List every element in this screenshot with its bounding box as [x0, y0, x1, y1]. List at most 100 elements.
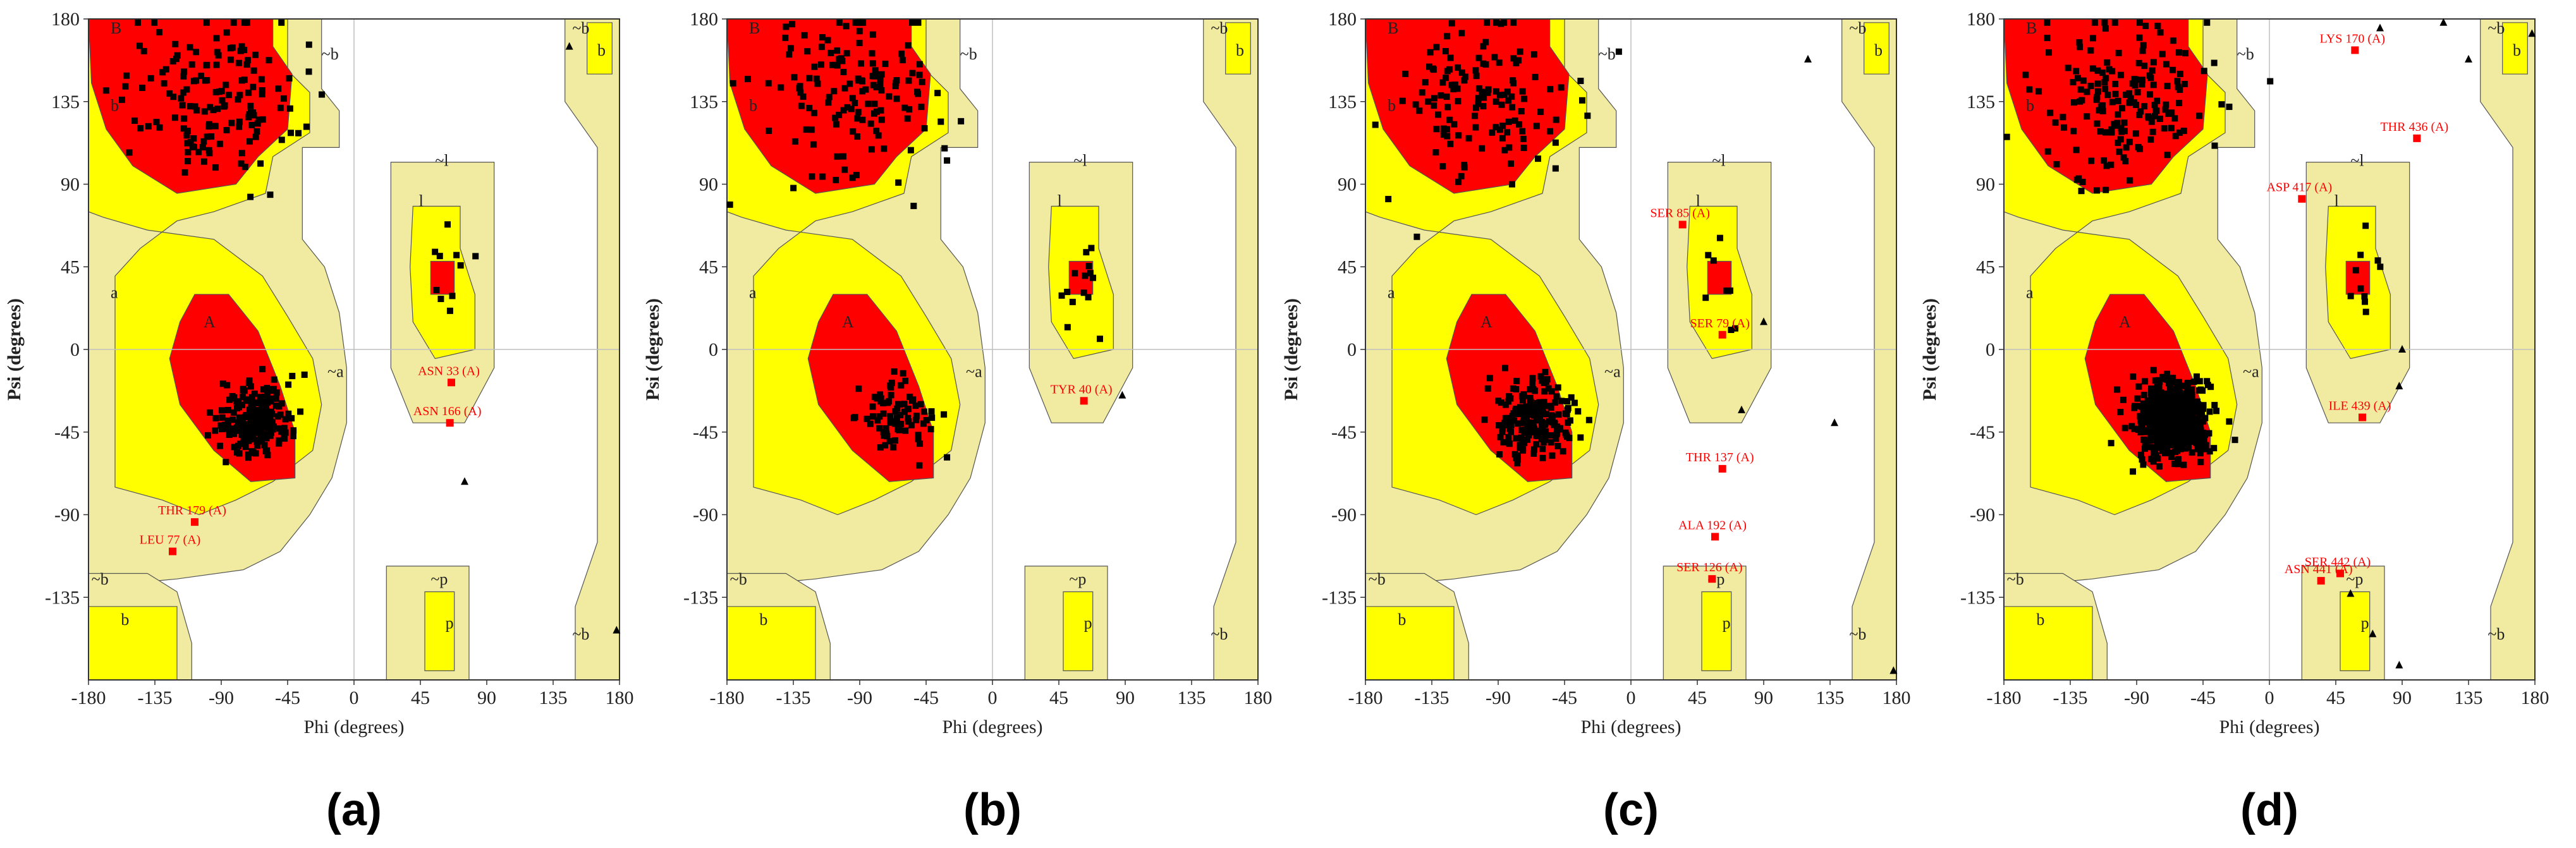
residue-point — [2187, 435, 2194, 442]
residue-point — [278, 428, 285, 435]
residue-point — [852, 100, 858, 107]
residue-point — [858, 88, 865, 95]
residue-point — [778, 84, 784, 91]
residue-point — [446, 307, 453, 314]
residue-point — [841, 166, 848, 173]
residue-point — [2137, 108, 2144, 115]
residue-point — [1526, 421, 1533, 428]
residue-point — [216, 140, 223, 147]
residue-point — [878, 116, 885, 123]
residue-point — [901, 377, 908, 384]
residue-point — [230, 430, 237, 437]
residue-point — [2108, 161, 2115, 168]
residue-point — [2087, 47, 2094, 54]
x-tick-label: 45 — [1688, 687, 1707, 708]
residue-point — [2115, 49, 2122, 56]
y-tick-label: 90 — [61, 174, 80, 195]
residue-point — [2080, 77, 2087, 84]
residue-point — [1541, 399, 1547, 406]
residue-point — [202, 77, 209, 84]
residue-point — [1504, 129, 1511, 136]
residue-point — [944, 454, 951, 461]
x-tick-label: -180 — [1987, 687, 2022, 708]
glycine-point — [2376, 23, 2384, 32]
residue-point — [873, 83, 880, 90]
residue-point — [908, 397, 915, 404]
panel-label: (c) — [1603, 785, 1659, 835]
residue-point — [252, 450, 259, 457]
region-label: b — [121, 610, 129, 629]
residue-point — [288, 415, 295, 421]
residue-point — [900, 370, 906, 377]
residue-point — [2156, 463, 2163, 470]
residue-point — [2182, 50, 2189, 57]
allowed-region — [88, 606, 178, 681]
residue-point — [819, 173, 826, 180]
residue-point — [1520, 420, 1527, 427]
residue-point — [253, 128, 260, 135]
residue-point — [801, 32, 808, 39]
residue-point — [2154, 390, 2161, 397]
residue-point — [1520, 144, 1527, 151]
outlier-label: SER 85 (A) — [1650, 206, 1709, 220]
residue-point — [1500, 439, 1507, 445]
residue-point — [1422, 79, 1429, 86]
y-tick-label: 90 — [699, 174, 718, 195]
residue-point — [1499, 135, 1506, 142]
residue-point — [910, 202, 917, 209]
residue-point — [178, 95, 185, 102]
residue-point — [904, 406, 911, 413]
residue-point — [2140, 392, 2147, 399]
residue-point — [214, 49, 221, 56]
core-region — [1068, 260, 1094, 295]
residue-point — [2104, 59, 2111, 66]
residue-point — [2191, 403, 2198, 409]
residue-point — [1499, 123, 1506, 130]
residue-point — [1537, 373, 1544, 380]
residue-point — [2173, 440, 2180, 447]
residue-point — [212, 123, 219, 130]
core-region — [807, 294, 934, 482]
region-label: l — [1696, 191, 1700, 210]
residue-point — [213, 35, 220, 42]
y-tick-label: -90 — [54, 505, 80, 526]
residue-point — [1461, 77, 1468, 84]
residue-point — [2149, 67, 2156, 74]
residue-point — [2166, 409, 2173, 416]
residue-point — [2159, 51, 2166, 58]
residue-point — [170, 94, 177, 100]
residue-point — [189, 143, 196, 150]
residue-point — [791, 74, 798, 81]
y-tick-label: 90 — [1976, 174, 1995, 195]
residue-point — [261, 442, 268, 449]
residue-point — [235, 59, 242, 66]
region-label: B — [111, 19, 121, 37]
residue-point — [254, 442, 261, 449]
glycine-point — [2395, 660, 2403, 669]
residue-point — [280, 95, 287, 102]
residue-point — [2164, 111, 2171, 118]
residue-point — [1493, 19, 1500, 26]
residue-point — [244, 57, 251, 64]
residue-point — [2166, 400, 2173, 407]
x-tick-label: 135 — [1816, 687, 1845, 708]
residue-point — [2191, 432, 2198, 439]
y-axis-title: Psi (degrees) — [1919, 298, 1940, 401]
residue-point — [2141, 63, 2148, 70]
residue-point — [224, 406, 231, 413]
residue-point — [249, 398, 256, 405]
glycine-point — [1831, 418, 1838, 427]
residue-point — [2352, 267, 2359, 274]
residue-point — [2158, 427, 2164, 433]
residue-point — [2046, 49, 2053, 56]
residue-point — [1545, 385, 1552, 392]
residue-point — [287, 130, 294, 136]
residue-point — [259, 415, 266, 421]
residue-point — [2184, 380, 2191, 387]
residue-point — [2116, 148, 2123, 155]
residue-point — [255, 410, 262, 417]
outlier-label: ASN 166 (A) — [413, 404, 482, 418]
residue-point — [2132, 76, 2139, 83]
residue-point — [869, 413, 876, 420]
residue-point — [199, 144, 206, 151]
